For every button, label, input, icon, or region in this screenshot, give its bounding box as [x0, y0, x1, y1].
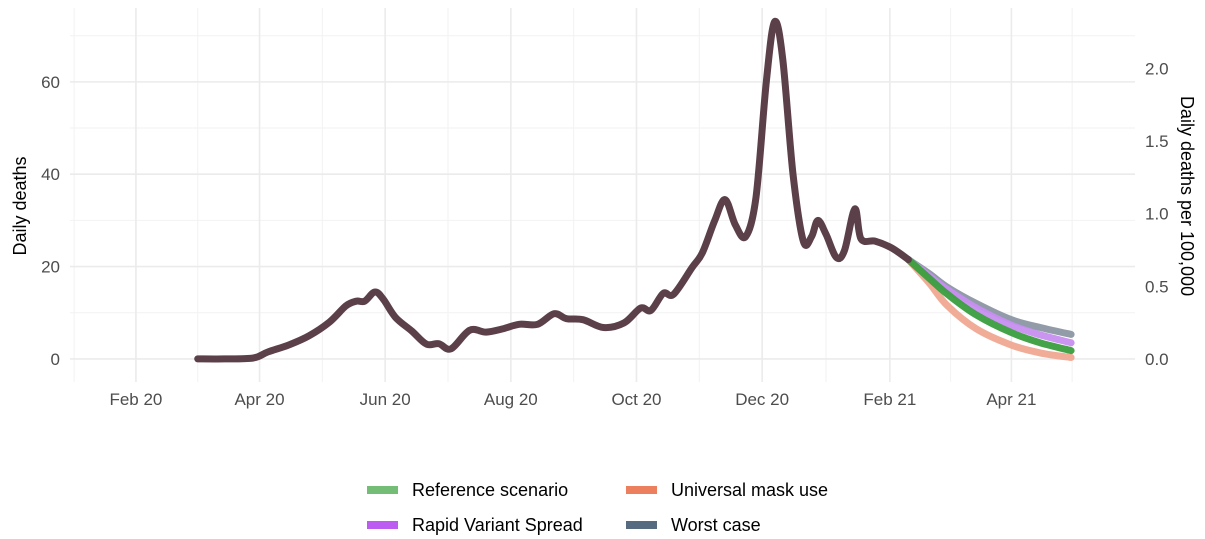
y-axis-ticks: 0 20 40 60: [41, 73, 60, 369]
x-tick-label: Feb 20: [109, 390, 162, 409]
legend: Reference scenario Rapid Variant Spread Un…: [367, 480, 828, 535]
x-tick-label: Oct 20: [611, 390, 661, 409]
x-axis-ticks: Feb 20 Apr 20 Jun 20 Aug 20 Oct 20 Dec 20 Feb …: [109, 390, 1036, 409]
y-tick-label: 20: [41, 258, 60, 277]
y2-tick-label: 1.5: [1145, 132, 1169, 151]
x-tick-label: Aug 20: [484, 390, 538, 409]
y-tick-label: 0: [51, 350, 60, 369]
y2-tick-label: 1.0: [1145, 205, 1169, 224]
legend-swatch: [626, 521, 657, 529]
y-axis-title: Daily deaths: [10, 156, 30, 255]
series-line-reference-scenario: [904, 256, 1075, 355]
legend-label: Universal mask use: [671, 480, 828, 500]
history-line: [194, 17, 912, 363]
legend-swatch: [626, 486, 657, 494]
legend-label: Worst case: [671, 515, 761, 535]
y2-axis-ticks: 0.0 0.5 1.0 1.5 2.0: [1145, 59, 1169, 368]
x-tick-label: Apr 20: [234, 390, 284, 409]
y-tick-label: 60: [41, 73, 60, 92]
grid: [70, 8, 1135, 382]
y2-tick-label: 0.5: [1145, 277, 1169, 296]
legend-swatch: [367, 486, 398, 494]
y-tick-label: 40: [41, 165, 60, 184]
x-tick-label: Jun 20: [360, 390, 411, 409]
y2-tick-label: 2.0: [1145, 59, 1169, 78]
legend-swatch: [367, 521, 398, 529]
y2-tick-label: 0.0: [1145, 350, 1169, 369]
legend-label: Rapid Variant Spread: [412, 515, 583, 535]
x-tick-label: Dec 20: [735, 390, 789, 409]
series-lines: [194, 17, 1075, 363]
x-tick-label: Feb 21: [863, 390, 916, 409]
legend-label: Reference scenario: [412, 480, 568, 500]
x-tick-label: Apr 21: [986, 390, 1036, 409]
y2-axis-title: Daily deaths per 100,000: [1177, 96, 1197, 296]
